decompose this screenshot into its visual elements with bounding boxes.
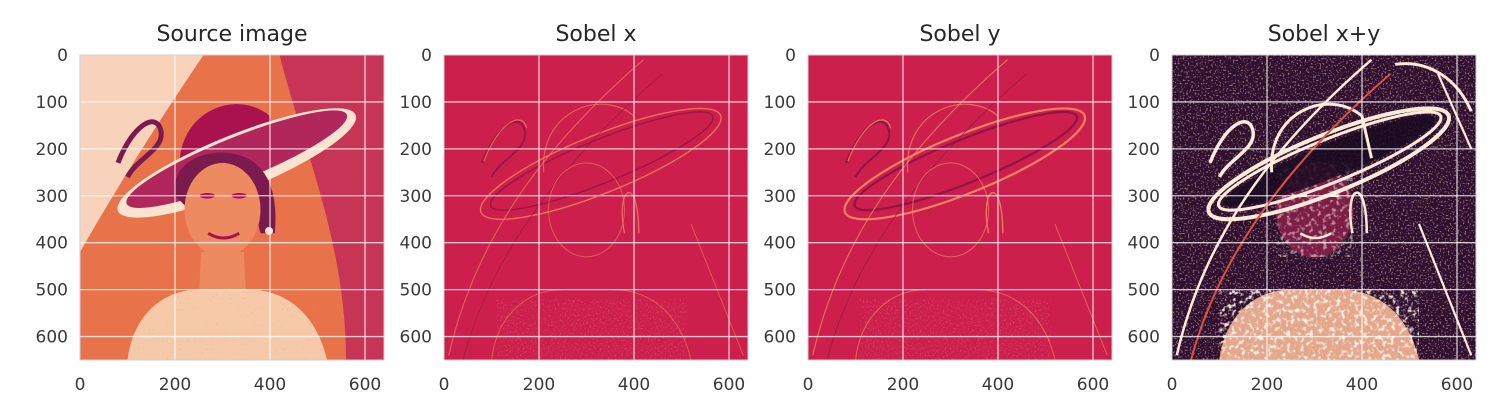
sobel-y-face-edge [911,162,990,258]
y-tick-label: 300 [764,187,796,207]
y-tick-label: 300 [36,187,68,207]
y-tick-label: 0 [421,46,432,66]
x-tick-label: 200 [887,375,919,395]
panel-title: Sobel x+y [1268,22,1381,47]
axes-frame [807,54,1113,361]
x-tick-label: 200 [1251,375,1283,395]
y-tick-label: 600 [36,328,68,348]
y-tick-label: 600 [400,328,432,348]
y-tick-label: 500 [1128,281,1160,301]
x-tick-label: 400 [254,375,286,395]
sobel-x-arc-edge-2 [462,73,663,360]
panel-title: Source image [156,22,307,47]
panel-title: Sobel y [919,22,1000,47]
panel-title: Sobel x [555,22,636,47]
sobel-x-band-edge [489,111,714,211]
sobel-y-arc-edge-2 [826,73,1027,360]
axes-frame [443,54,749,361]
sobel-y-band-edge [853,110,1079,212]
sobel-y-dress-texture [860,299,1051,360]
x-tick-label: 200 [159,375,191,395]
x-tick-label: 0 [439,375,450,395]
x-tick-label: 200 [523,375,555,395]
y-tick-label: 200 [36,140,68,160]
source-earring [265,226,274,235]
y-tick-label: 400 [1128,234,1160,254]
y-tick-label: 500 [36,281,68,301]
magnitude-crown-edge [1270,102,1373,173]
x-tick-label: 400 [1346,375,1378,395]
y-tick-label: 600 [764,328,796,348]
x-tick-label: 0 [75,375,86,395]
y-tick-label: 500 [400,281,432,301]
y-tick-label: 200 [1128,140,1160,160]
magnitude-arc-edge-2 [1190,73,1392,360]
y-tick-label: 400 [400,234,432,254]
panel-1: Source image 0 200 400 600 0 100 200 300 400 500 60… [36,22,385,395]
sobel-y-arc-edge [812,59,1008,356]
sobel-y-brim-edge [843,107,1087,221]
y-tick-label: 400 [36,234,68,254]
source-face [184,162,261,257]
sobel-x-dress-texture [496,299,687,360]
x-tick-label: 0 [803,375,814,395]
sobel-y-bow-highlight [847,119,892,162]
panel-3: Sobel y 0 200 400 600 0 100 200 300 400 500 600 [764,22,1113,395]
sobel-x-face-edge [547,162,626,258]
y-tick-label: 0 [785,46,796,66]
y-tick-label: 400 [764,234,796,254]
image-2 [444,55,748,360]
image-4 [1172,55,1476,360]
source-light-region [80,55,204,253]
sobel-x-crown-edge [543,103,635,173]
source-hat-bow [115,119,164,179]
axes-frame [79,54,385,361]
panel-4: Sobel x+y 0 200 400 600 0 100 200 300 400 500 600 [1128,22,1477,395]
image-3 [808,55,1112,360]
magnitude-arc-edge [1175,58,1373,356]
y-tick-label: 100 [36,93,68,113]
image-1 [80,55,384,360]
y-tick-label: 300 [400,187,432,207]
x-tick-label: 400 [982,375,1014,395]
y-tick-label: 200 [400,140,432,160]
sobel-y-crown-edge [907,103,999,173]
sobel-x-bow-highlight [483,119,528,162]
y-tick-label: 0 [57,46,68,66]
y-tick-label: 100 [764,93,796,113]
y-tick-label: 300 [1128,187,1160,207]
sobel-x-hair-edge [621,192,640,234]
magnitude-bow-edge [1208,120,1255,178]
panel-2: Sobel x 0 200 400 600 0 100 200 300 400 500 600 [400,22,749,395]
y-tick-label: 0 [1149,46,1160,66]
sobel-x-brim-edge [479,107,722,220]
sobel-x-arc-edge [448,59,644,356]
x-tick-label: 600 [349,375,381,395]
magnitude-hair-edge [1349,191,1368,234]
y-tick-label: 500 [764,281,796,301]
x-tick-label: 600 [1077,375,1109,395]
y-tick-label: 100 [1128,93,1160,113]
x-tick-label: 600 [713,375,745,395]
x-tick-label: 600 [1441,375,1473,395]
y-tick-label: 600 [1128,328,1160,348]
source-dress-texture [127,289,327,360]
y-tick-label: 200 [764,140,796,160]
magnitude-brim-edge [1206,106,1452,222]
source-mouth [207,231,240,240]
y-tick-label: 100 [400,93,432,113]
magnitude-band-fill [1223,115,1436,207]
axes-frame [1171,54,1477,361]
x-tick-label: 400 [618,375,650,395]
magnitude-dress-texture [1219,289,1419,360]
sobel-y-hair-edge [985,192,1004,234]
source-neck [198,252,247,299]
x-tick-label: 0 [1167,375,1178,395]
